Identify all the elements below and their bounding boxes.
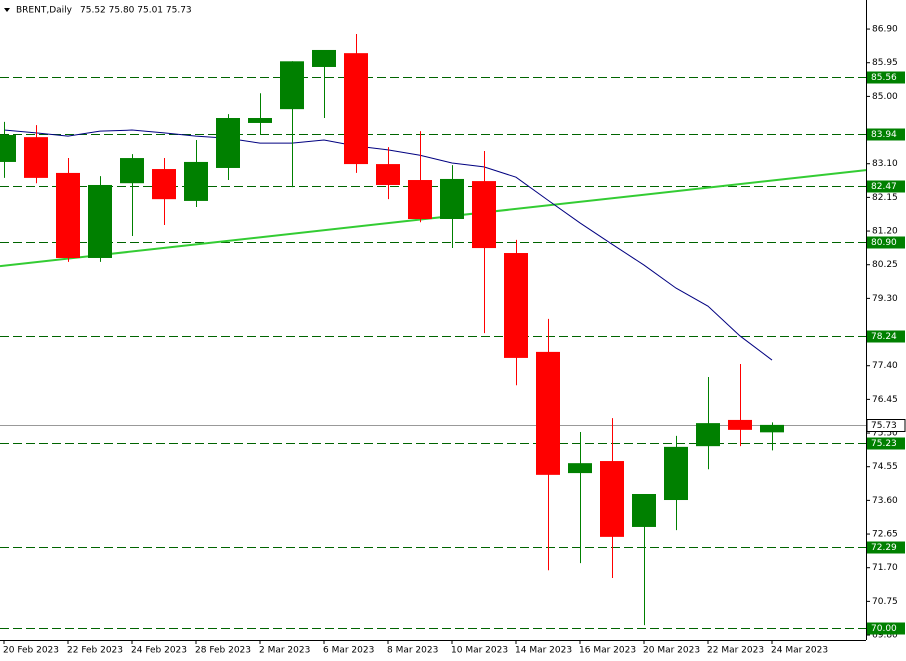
- y-tick-label: 74.55: [872, 462, 898, 472]
- y-tick-label: 85.00: [872, 92, 898, 102]
- level-label: 70.00: [871, 624, 897, 634]
- candle-body: [216, 118, 240, 168]
- candle-body: [408, 180, 432, 220]
- x-tick-label: 6 Mar 2023: [323, 646, 374, 656]
- level-label-box: [867, 71, 905, 84]
- candle-body: [248, 118, 272, 123]
- y-tick-label: 80.25: [872, 260, 898, 270]
- level-label-box: [867, 330, 905, 343]
- y-tick-label: 72.65: [872, 530, 898, 540]
- y-tick-label: 83.10: [872, 159, 898, 169]
- x-tick-label: 14 Mar 2023: [515, 646, 572, 656]
- trendline: [0, 169, 867, 268]
- x-tick-label: 22 Mar 2023: [707, 646, 764, 656]
- y-tick-label: 79.30: [872, 294, 898, 304]
- candle-body: [440, 178, 464, 220]
- y-tick-label: 81.20: [872, 227, 898, 237]
- y-tick-label: 69.80: [872, 631, 898, 641]
- x-tick-label: 22 Feb 2023: [67, 646, 123, 656]
- candle-body: [504, 253, 528, 358]
- x-tick-label: 28 Feb 2023: [195, 646, 251, 656]
- candle-body: [760, 424, 784, 433]
- y-tick-label: 75.50: [872, 429, 898, 439]
- candle-body: [600, 461, 624, 537]
- y-tick-label: 82.15: [872, 193, 898, 203]
- candle-body: [472, 181, 496, 249]
- x-tick-label: 8 Mar 2023: [387, 646, 438, 656]
- y-tick-label: 73.60: [872, 496, 898, 506]
- candle-body: [280, 61, 304, 110]
- level-label-box: [867, 437, 905, 450]
- candle-body: [728, 419, 752, 430]
- candle-body: [312, 49, 336, 67]
- level-label: 85.56: [871, 73, 897, 83]
- y-tick-label: 76.45: [872, 395, 898, 405]
- x-tick-label: 20 Feb 2023: [3, 646, 59, 656]
- candle-body: [56, 172, 80, 258]
- x-tick-label: 20 Mar 2023: [643, 646, 700, 656]
- x-tick-label: 2 Mar 2023: [259, 646, 310, 656]
- candle-body: [184, 161, 208, 201]
- level-label-box: [867, 180, 905, 193]
- candle-body: [664, 446, 688, 501]
- candle-body: [88, 184, 112, 258]
- level-label: 78.24: [871, 332, 897, 342]
- level-label: 83.94: [871, 130, 897, 140]
- chart-title: BRENT,Daily: [16, 6, 73, 16]
- candle-body: [696, 423, 720, 447]
- candle-body: [536, 351, 560, 475]
- candle-body: [152, 169, 176, 200]
- x-tick-label: 24 Mar 2023: [771, 646, 828, 656]
- level-label-box: [867, 622, 905, 635]
- x-tick-label: 10 Mar 2023: [451, 646, 508, 656]
- candle-body: [120, 158, 144, 184]
- y-tick-label: 71.70: [872, 563, 898, 573]
- level-label: 80.90: [871, 238, 897, 248]
- y-tick-label: 77.40: [872, 361, 898, 371]
- candle-body: [0, 135, 16, 162]
- menu-arrow: [4, 8, 10, 12]
- title-ohlc: 75.52 75.80 75.01 75.73: [80, 6, 192, 16]
- candle-body: [376, 164, 400, 185]
- candle-body: [344, 53, 368, 165]
- candle-body: [568, 463, 592, 474]
- level-label: 72.29: [871, 543, 897, 553]
- price-label: 75.73: [871, 421, 897, 431]
- x-tick-label: 24 Feb 2023: [131, 646, 187, 656]
- price-label-box: [866, 419, 906, 432]
- level-label: 75.23: [871, 439, 897, 449]
- level-label-box: [867, 541, 905, 554]
- y-tick-label: 85.95: [872, 58, 898, 68]
- y-tick-label: 86.90: [872, 25, 898, 35]
- x-tick-label: 16 Mar 2023: [579, 646, 636, 656]
- y-tick-label: 70.75: [872, 597, 898, 607]
- candle-body: [24, 137, 48, 178]
- level-label-box: [867, 236, 905, 249]
- level-label: 82.47: [871, 182, 897, 192]
- level-label-box: [867, 128, 905, 141]
- candle-body: [632, 493, 656, 527]
